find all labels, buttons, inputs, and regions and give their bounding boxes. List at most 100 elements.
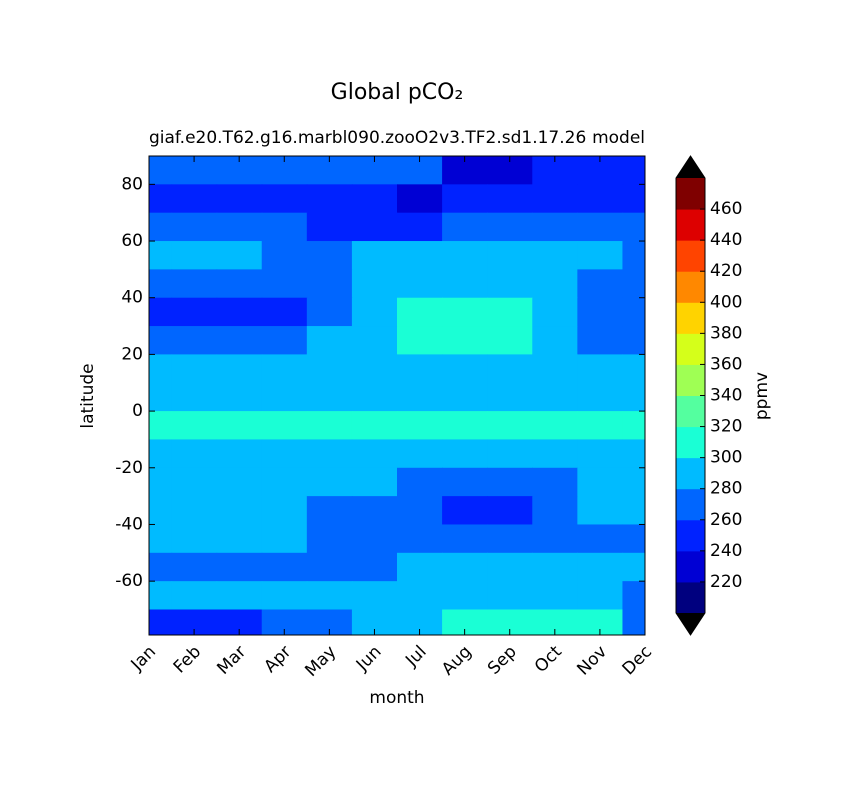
colorbar-tick-label: 400 (710, 292, 742, 312)
contour-cell (442, 552, 488, 582)
colorbar-tick-label: 280 (710, 479, 742, 499)
contour-cell (487, 241, 533, 270)
contour-cell (351, 269, 398, 299)
contour-cell (532, 241, 578, 270)
contour-cell (577, 241, 624, 270)
contour-cell (149, 411, 173, 441)
contour-cell (171, 269, 218, 299)
y-tick-label: -20 (115, 458, 143, 478)
contour-cell (149, 581, 173, 611)
contour-cell (487, 552, 533, 582)
x-tick-label: Jun (352, 642, 386, 676)
y-tick-label: 40 (121, 288, 143, 308)
colorbar-label: ppmv (752, 372, 772, 420)
contour-cell (351, 241, 398, 270)
contour-cell (149, 241, 173, 270)
contour-cell (351, 354, 398, 384)
colorbar-segment (676, 333, 705, 365)
contour-cell (487, 467, 533, 497)
colorbar-tick-label: 420 (710, 261, 742, 281)
contour-cell (622, 524, 645, 554)
contour-cell (487, 184, 533, 214)
contour-cell (216, 411, 263, 441)
contour-cell (149, 156, 173, 185)
contour-cell (622, 156, 645, 185)
x-tick-label: Jan (127, 642, 160, 675)
y-tick-label: -60 (115, 571, 143, 591)
contour-cell (487, 326, 533, 356)
contour-cell (577, 269, 624, 299)
contour-cell (397, 184, 443, 214)
contour-cell (216, 439, 263, 469)
colorbar-segment (676, 519, 705, 552)
contour-cell (216, 184, 263, 214)
contour-cell (532, 212, 578, 242)
colorbar-extend-over (676, 156, 705, 178)
colorbar-tick-label: 360 (710, 354, 742, 374)
contour-cell (149, 609, 173, 635)
contour-cell (532, 524, 578, 554)
contour-cell (397, 269, 443, 299)
contour-cell (397, 326, 443, 356)
contour-cell (261, 184, 308, 214)
contour-cell (487, 354, 533, 384)
contour-cell (351, 212, 398, 242)
contour-cell (149, 354, 173, 384)
contour-cell (216, 354, 263, 384)
contour-cell (487, 212, 533, 242)
contour-cell (149, 212, 173, 242)
colorbar-frame (675, 155, 706, 636)
contour-cell (532, 354, 578, 384)
contour-cell (532, 184, 578, 214)
colorbar-segment (676, 581, 705, 614)
contour-cell (442, 241, 488, 270)
contour-cell (351, 297, 398, 327)
colorbar-segment (676, 395, 705, 428)
contour-cell (149, 382, 173, 412)
contour-cell (171, 552, 218, 582)
y-tick-label: -40 (115, 514, 143, 534)
contour-cell (171, 241, 218, 270)
contour-cell (261, 297, 308, 327)
contour-cell (216, 552, 263, 582)
contour-cell (622, 269, 645, 299)
contour-cell (622, 411, 645, 441)
contour-cell (622, 439, 645, 469)
colorbar-tick-label: 300 (710, 448, 742, 468)
contour-cell (577, 411, 624, 441)
contour-cell (171, 354, 218, 384)
contour-cell (306, 552, 353, 582)
colorbar-segment (676, 178, 705, 210)
contour-cell (532, 467, 578, 497)
contour-cell (306, 297, 353, 327)
contour-cell (149, 269, 173, 299)
contour-cell (261, 382, 308, 412)
contour-cell (351, 411, 398, 441)
contour-cell (622, 609, 645, 635)
contour-cell (442, 354, 488, 384)
contour-cell (397, 581, 443, 611)
contour-cell (149, 184, 173, 214)
contour-cell (442, 184, 488, 214)
contour-cell (216, 326, 263, 356)
colorbar-extend-under (676, 613, 705, 635)
contour-cell (487, 581, 533, 611)
contour-cell (171, 297, 218, 327)
contour-cell (261, 269, 308, 299)
contour-cell (532, 382, 578, 412)
contour-cell (397, 297, 443, 327)
contour-cell (622, 212, 645, 242)
contour-cell (622, 241, 645, 270)
x-tick-label: Dec (619, 642, 656, 679)
contour-cell (261, 411, 308, 441)
contour-cell (577, 581, 624, 611)
contour-cell (171, 439, 218, 469)
contour-cell (351, 326, 398, 356)
contour-cell (351, 581, 398, 611)
contour-cell (149, 326, 173, 356)
colorbar-tick-label: 460 (710, 199, 742, 219)
colorbar-tick-label: 320 (710, 417, 742, 437)
contour-cell (442, 326, 488, 356)
contour-cell (487, 496, 533, 526)
colorbar-tick-label: 220 (710, 572, 742, 592)
